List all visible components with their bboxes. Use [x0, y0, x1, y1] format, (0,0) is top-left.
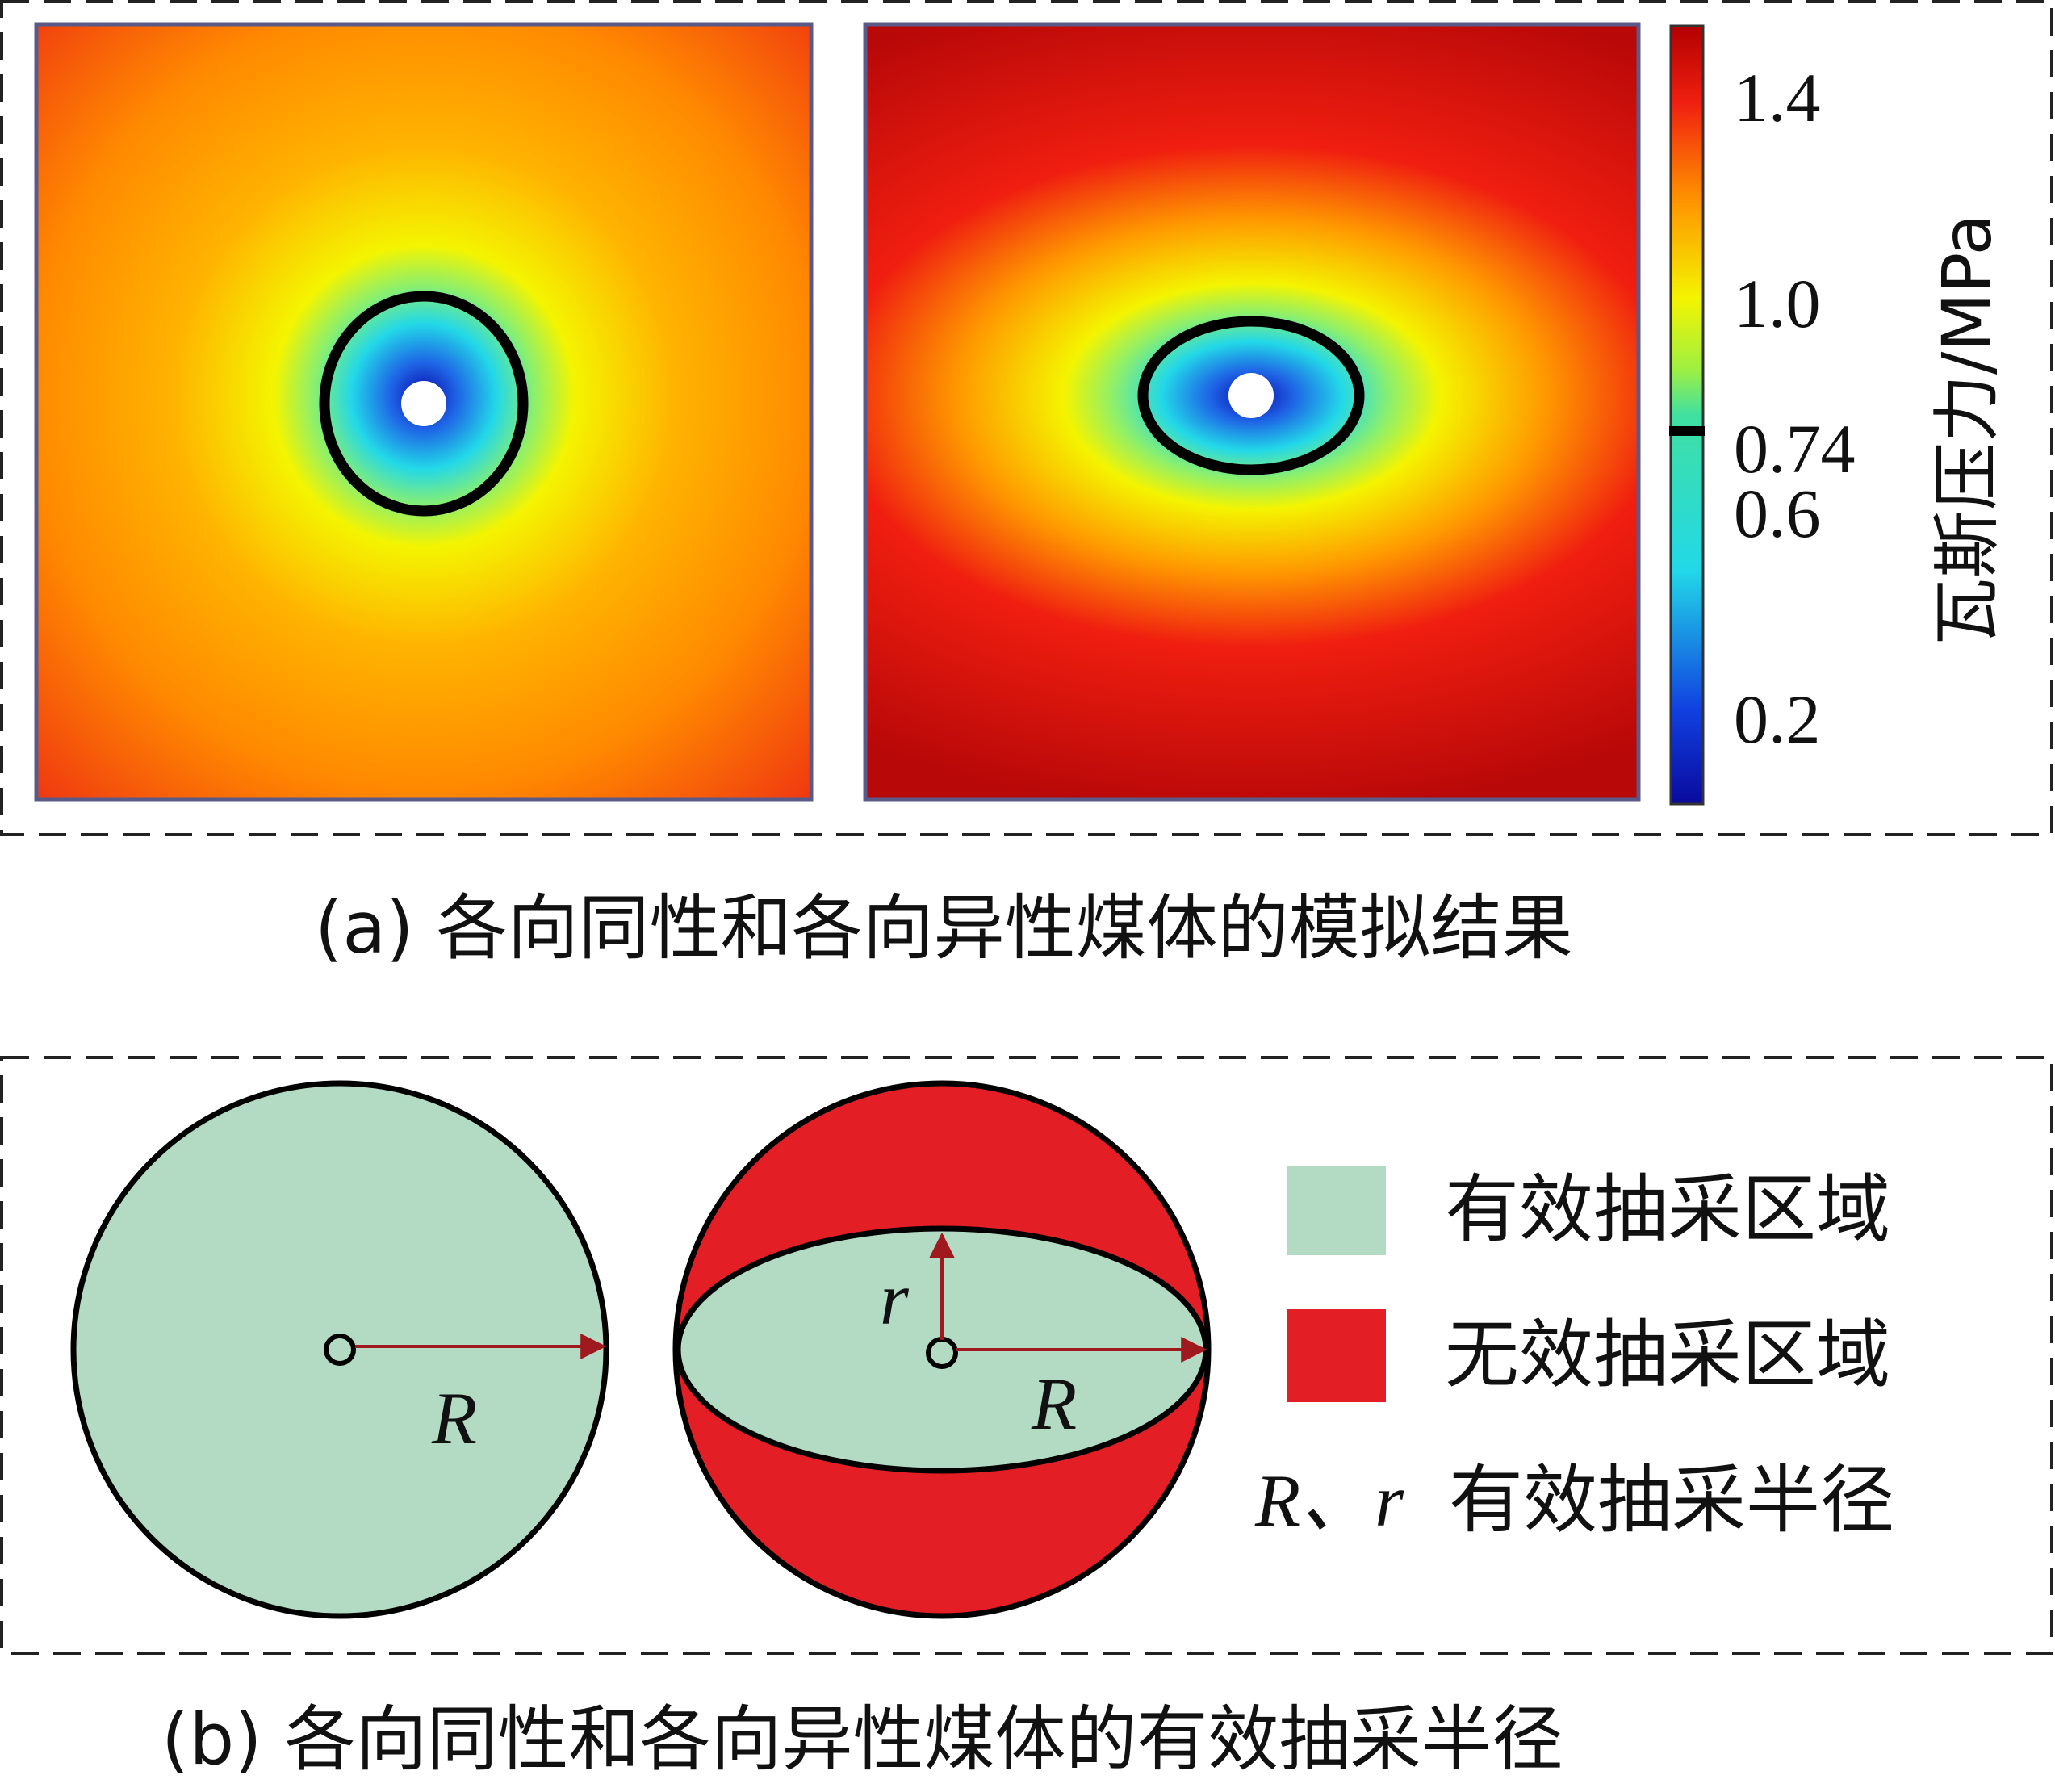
colorbar-tick-label: 1.0 — [1734, 265, 1821, 342]
panel-a: 1.4 1.0 0.74 0.6 0.2 瓦斯压力/MPa (a) 各向同性和各… — [0, 0, 2053, 969]
panel-a-frame — [0, 0, 2053, 836]
anisotropic-simulation — [863, 22, 1641, 802]
anisotropic-diagram: r R — [672, 1080, 1212, 1619]
anisotropic-major-radius-label: R — [1031, 1363, 1077, 1445]
colorbar-tick-label: 1.4 — [1734, 59, 1821, 136]
anisotropic-minor-radius-label: r — [880, 1258, 910, 1340]
panel-a-caption: (a) 各向同性和各向异性煤体的模拟结果 — [315, 886, 1573, 969]
legend-effective-swatch — [1287, 1166, 1386, 1255]
colorbar: 1.4 1.0 0.74 0.6 0.2 瓦斯压力/MPa — [1669, 24, 2007, 806]
colorbar-title: 瓦斯压力/MPa — [1927, 214, 2007, 646]
anisotropic-contour-0.74 — [1137, 316, 1365, 475]
legend-radius-symbol: R、r — [1254, 1459, 1404, 1542]
colorbar-tick-label: 0.2 — [1734, 680, 1821, 758]
legend-ineffective-swatch — [1287, 1309, 1386, 1402]
panel-b-caption: (b) 各向同性和各向异性煤体的有效抽采半径 — [161, 1698, 1563, 1781]
legend-ineffective-label: 无效抽采区域 — [1445, 1312, 1890, 1398]
anisotropic-borehole — [1228, 373, 1274, 418]
colorbar-marker-0.74 — [1669, 426, 1705, 436]
colorbar-tick-label: 0.6 — [1734, 475, 1821, 552]
isotropic-diagram: R — [70, 1080, 609, 1619]
colorbar-gradient — [1669, 24, 1705, 806]
isotropic-borehole — [324, 1334, 356, 1366]
isotropic-radius-label: R — [431, 1377, 477, 1459]
colorbar-tick-label: 0.74 — [1734, 410, 1856, 488]
panel-b: R r R 有效抽采区域 无效抽采区域 R、r 有效抽采半径 (b) 各向同性和… — [0, 1056, 2053, 1781]
isotropic-contour-0.74 — [319, 291, 529, 517]
legend-radius-label: 有效抽采半径 — [1449, 1457, 1894, 1543]
isotropic-borehole — [401, 381, 446, 426]
isotropic-simulation — [34, 22, 814, 802]
legend: 有效抽采区域 无效抽采区域 R、r 有效抽采半径 — [1254, 1166, 1894, 1543]
legend-effective-label: 有效抽采区域 — [1445, 1166, 1890, 1253]
panel-b-frame — [0, 1056, 2053, 1655]
isotropic-effective-circle — [70, 1080, 609, 1619]
